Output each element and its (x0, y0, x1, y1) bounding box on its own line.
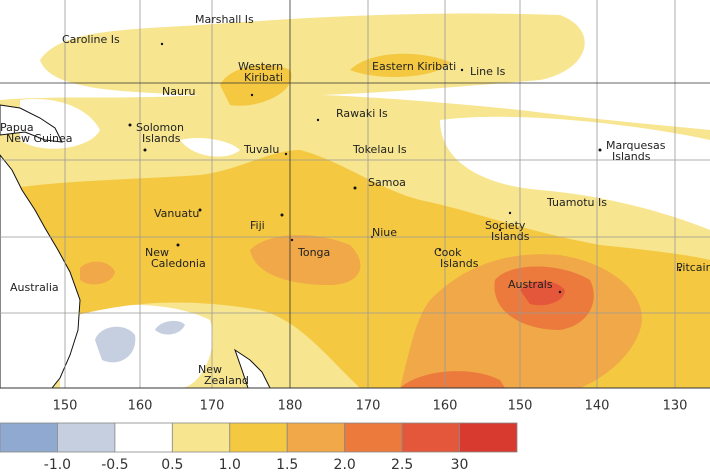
longitude-label: 150 (508, 399, 533, 414)
place-label: Cook (434, 246, 462, 259)
place-label: Tonga (297, 246, 330, 259)
colorbar-swatch (286, 422, 346, 453)
place-label: Line Is (470, 65, 506, 78)
place-label: Islands (612, 150, 651, 163)
longitude-label: 160 (128, 399, 153, 414)
place-label: Eastern Kiribati (372, 60, 456, 73)
map (0, 0, 710, 388)
place-label: Rawaki Is (336, 107, 388, 120)
longitude-label: 180 (278, 399, 303, 414)
colorbar-label: 1.0 (219, 457, 241, 473)
place-label: New Guinea (6, 132, 73, 145)
place-label: Caledonia (151, 257, 206, 270)
colorbar-swatch (229, 422, 288, 453)
place-label: Solomon (136, 121, 184, 134)
colorbar-swatch (171, 422, 231, 453)
colorbar-swatch (459, 422, 518, 453)
place-label: Marshall Is (195, 13, 254, 26)
contour-neg (95, 320, 185, 363)
place-label: Kiribati (244, 71, 283, 84)
place-label: Zealand (204, 374, 249, 387)
place-label: Niue (372, 226, 397, 239)
colorbar-label: -1.0 (44, 457, 71, 473)
place-label: Fiji (250, 219, 265, 232)
colorbar-label: 0.5 (161, 457, 183, 473)
longitude-label: 170 (200, 399, 225, 414)
colorbar-label: 1.5 (276, 457, 298, 473)
place-label: Pitcairn (676, 261, 710, 274)
place-label: Western (238, 60, 283, 73)
place-label: Tuvalu (243, 143, 279, 156)
graticule (0, 0, 710, 388)
colorbar-swatch (0, 422, 58, 453)
colorbar-label: 2.5 (391, 457, 413, 473)
place-label: Islands (142, 132, 181, 145)
colorbar-label: -0.5 (101, 457, 128, 473)
colorbar-swatch (344, 422, 403, 453)
colorbar-swatch (114, 422, 173, 453)
longitude-label: 150 (53, 399, 78, 414)
contour-white (20, 99, 710, 388)
islands (128, 42, 682, 294)
longitude-label: 160 (433, 399, 458, 414)
place-label: Tuamotu Is (546, 196, 607, 209)
place-label: Papua (0, 121, 34, 134)
place-label: Nauru (162, 85, 195, 98)
place-label: Australs (508, 278, 553, 291)
place-label: Islands (440, 257, 479, 270)
place-label: Society (485, 219, 526, 232)
longitude-label: 130 (663, 399, 688, 414)
longitude-label: 140 (585, 399, 610, 414)
place-label: Tokelau Is (352, 143, 407, 156)
place-label: Marquesas (606, 139, 666, 152)
longitude-label: 170 (356, 399, 381, 414)
place-label: Australia (10, 281, 59, 294)
place-label: Vanuatu (154, 207, 199, 220)
colorbar-swatch (57, 422, 116, 453)
colorbar-label: 2.0 (334, 457, 356, 473)
place-label: New (198, 363, 222, 376)
place-label: Samoa (368, 176, 406, 189)
colorbar-swatch (401, 422, 460, 453)
place-label: Islands (491, 230, 530, 243)
new-zealand (234, 348, 271, 388)
new-guinea (0, 104, 63, 143)
place-label: Caroline Is (62, 33, 120, 46)
contour-3-0 (520, 281, 565, 306)
colorbar-label: 30 (451, 457, 469, 473)
contour-2-0 (80, 235, 642, 388)
australia (0, 154, 81, 388)
place-label: New (145, 246, 169, 259)
